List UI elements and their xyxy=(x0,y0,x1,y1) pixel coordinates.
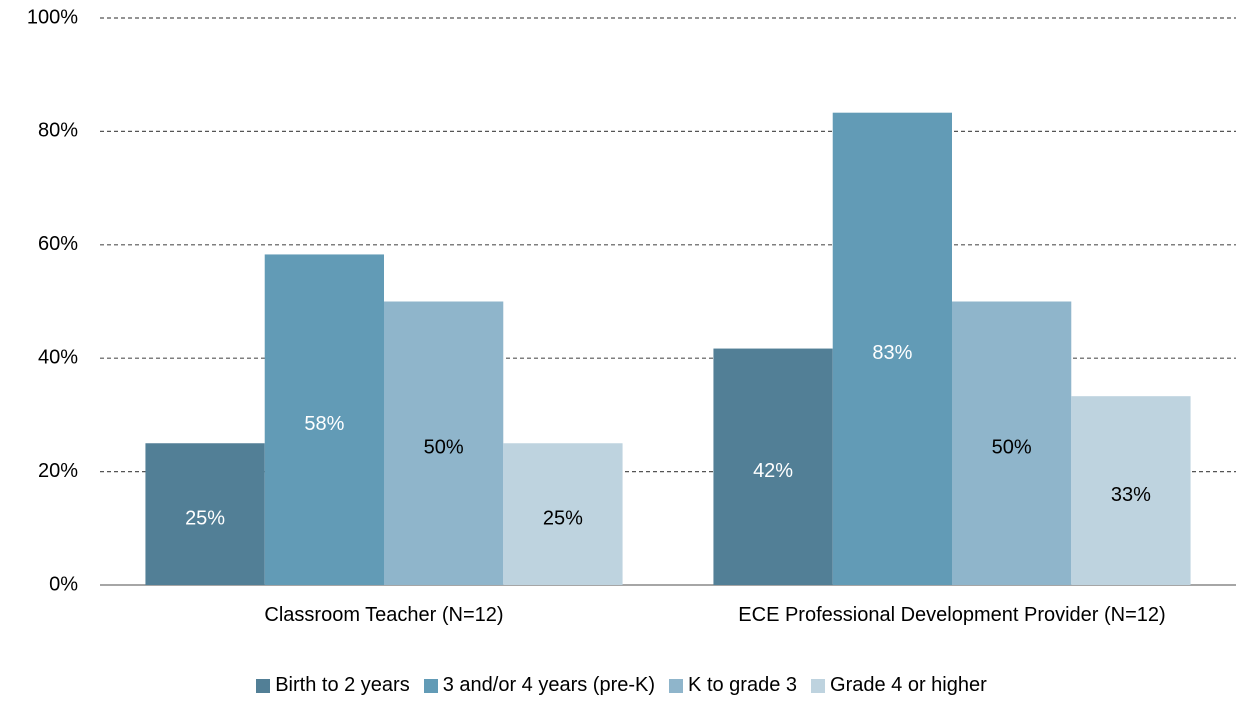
bar xyxy=(832,112,952,586)
legend-swatch xyxy=(669,678,684,693)
bar xyxy=(145,443,265,585)
data-label: 25% xyxy=(543,507,583,529)
bar xyxy=(503,443,623,585)
y-tick-label: 20% xyxy=(38,460,78,482)
legend-label: Grade 4 or higher xyxy=(830,674,987,696)
bar xyxy=(952,301,1072,585)
legend: Birth to 2 years 3 and/or 4 years (pre-K)… xyxy=(0,674,1243,697)
bar xyxy=(1071,396,1191,585)
legend-label: K to grade 3 xyxy=(688,674,798,696)
legend-swatch xyxy=(256,678,271,693)
data-label: 50% xyxy=(424,437,464,459)
legend-item: Birth to 2 years xyxy=(256,674,410,697)
bar xyxy=(384,301,504,585)
bar xyxy=(713,348,833,585)
legend-label: Birth to 2 years xyxy=(275,674,410,696)
x-tick-label: ECE Professional Development Provider (N… xyxy=(738,604,1166,626)
data-label: 33% xyxy=(1111,484,1151,506)
legend-label: 3 and/or 4 years (pre-K) xyxy=(442,674,656,696)
bar xyxy=(264,254,384,585)
data-label: 83% xyxy=(872,342,912,364)
data-label: 25% xyxy=(185,507,225,529)
data-label: 58% xyxy=(304,413,344,435)
y-tick-label: 100% xyxy=(27,6,78,28)
data-label: 42% xyxy=(753,460,793,482)
legend-item: K to grade 3 xyxy=(669,674,797,697)
y-tick-label: 40% xyxy=(38,346,78,368)
y-tick-label: 0% xyxy=(49,573,78,595)
x-tick-label: Classroom Teacher (N=12) xyxy=(264,604,504,626)
legend-swatch xyxy=(811,678,826,693)
legend-item: 3 and/or 4 years (pre-K) xyxy=(423,674,656,697)
y-tick-label: 80% xyxy=(38,120,78,142)
y-tick-label: 60% xyxy=(38,233,78,255)
data-label: 50% xyxy=(992,437,1032,459)
legend-item: Grade 4 or higher xyxy=(811,674,987,697)
legend-swatch xyxy=(423,678,438,693)
